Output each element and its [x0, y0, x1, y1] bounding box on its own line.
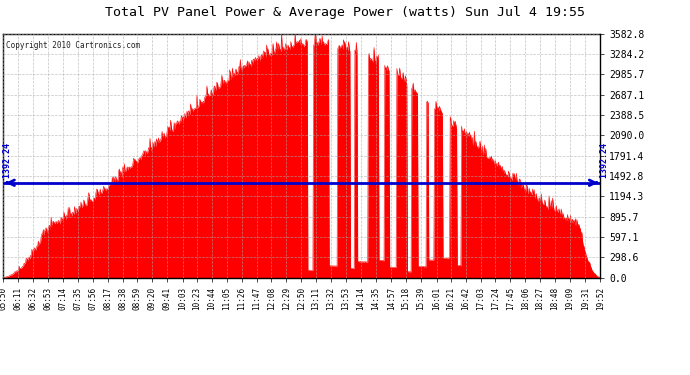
Text: 1392.24: 1392.24 [3, 143, 12, 183]
Text: Copyright 2010 Cartronics.com: Copyright 2010 Cartronics.com [6, 41, 141, 50]
Text: Total PV Panel Power & Average Power (watts) Sun Jul 4 19:55: Total PV Panel Power & Average Power (wa… [105, 6, 585, 19]
Text: 1392.24: 1392.24 [600, 143, 609, 183]
